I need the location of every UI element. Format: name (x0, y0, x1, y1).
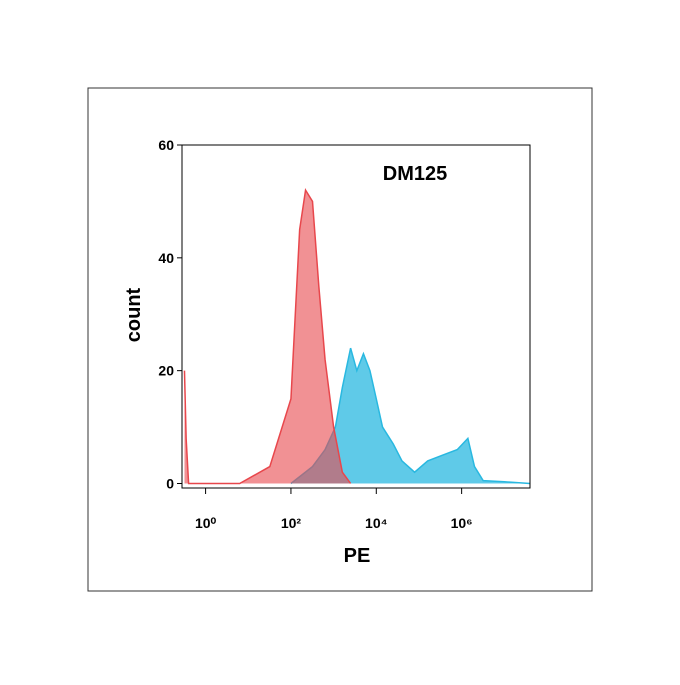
plot-frame (181, 144, 531, 489)
x-tick-label: 10⁰ (195, 515, 217, 531)
x-tick-label: 10⁶ (451, 515, 473, 531)
x-tick-label: 10² (281, 515, 302, 531)
y-tick-label: 60 (158, 137, 174, 153)
area-fill (184, 190, 351, 484)
chart-title: DM125 (383, 163, 447, 185)
y-axis-label: count (123, 287, 145, 342)
y-tick-label: 0 (166, 475, 174, 491)
y-tick-label: 40 (158, 250, 174, 266)
area-line (183, 187, 352, 485)
area-line (290, 347, 531, 485)
x-tick-label: 10⁴ (365, 515, 388, 531)
frame (87, 87, 593, 592)
x-axis-label: PE (344, 545, 371, 567)
y-tick-label: 20 (158, 363, 174, 379)
